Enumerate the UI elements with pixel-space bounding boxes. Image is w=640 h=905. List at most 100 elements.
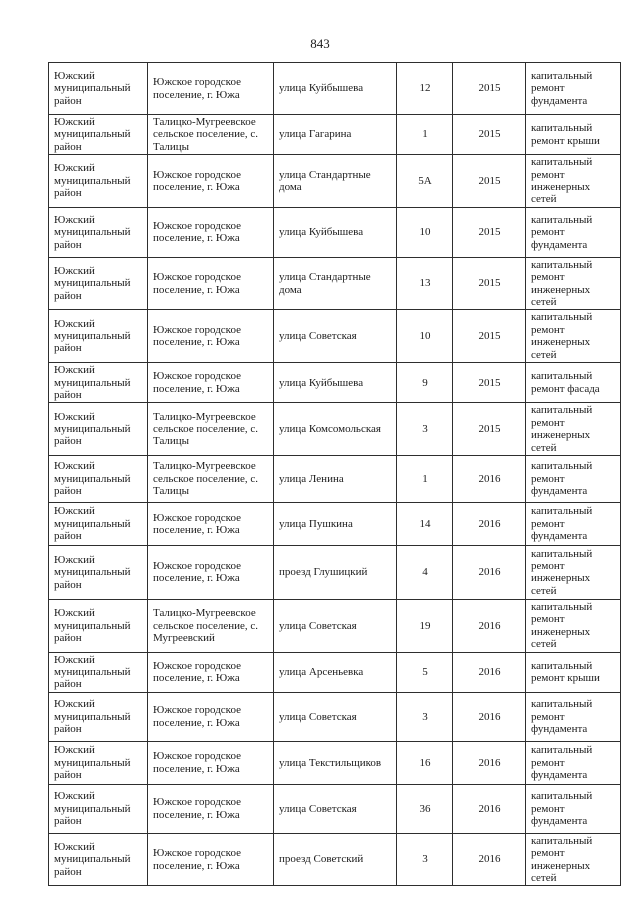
table-row: Южский муниципальный район Южское городск… — [48, 62, 621, 115]
cell-work-type: капитальный ремонт крыши — [525, 113, 621, 156]
cell-street: улица Гагарина — [273, 113, 397, 156]
cell-district: Южский муниципальный район — [48, 740, 148, 785]
table-row: Южский муниципальный район Южское городск… — [48, 362, 621, 404]
cell-house-number: 1 — [396, 113, 453, 156]
cell-street: улица Советская — [273, 783, 397, 834]
cell-district: Южский муниципальный район — [48, 783, 148, 834]
cell-work-type: капитальный ремонт крыши — [525, 651, 621, 693]
cell-district: Южский муниципальный район — [48, 501, 148, 546]
cell-year: 2015 — [452, 309, 526, 364]
cell-year: 2015 — [452, 113, 526, 156]
cell-year: 2015 — [452, 256, 526, 311]
cell-work-type: капитальный ремонт инженерных сетей — [525, 154, 621, 208]
cell-settlement: Южское городское поселение, г. Южа — [147, 544, 274, 600]
cell-house-number: 10 — [396, 206, 453, 258]
cell-district: Южский муниципальный район — [48, 454, 148, 503]
cell-house-number: 3 — [396, 402, 453, 456]
cell-work-type: капитальный ремонт инженерных сетей — [525, 544, 621, 600]
cell-settlement: Южское городское поселение, г. Южа — [147, 740, 274, 785]
cell-house-number: 9 — [396, 362, 453, 404]
cell-street: улица Пушкина — [273, 501, 397, 546]
cell-house-number: 16 — [396, 740, 453, 785]
cell-district: Южский муниципальный район — [48, 598, 148, 653]
cell-house-number: 3 — [396, 832, 453, 887]
cell-year: 2016 — [452, 740, 526, 785]
cell-year: 2016 — [452, 783, 526, 834]
cell-work-type: капитальный ремонт фундамента — [525, 501, 621, 546]
cell-settlement: Южское городское поселение, г. Южа — [147, 154, 274, 208]
cell-settlement: Южское городское поселение, г. Южа — [147, 206, 274, 258]
cell-work-type: капитальный ремонт фасада — [525, 362, 621, 404]
table-row: Южский муниципальный район Южское городск… — [48, 783, 621, 834]
table-row: Южский муниципальный район Южское городск… — [48, 832, 621, 887]
cell-work-type: капитальный ремонт инженерных сетей — [525, 256, 621, 311]
cell-house-number: 5 — [396, 651, 453, 693]
table-row: Южский муниципальный район Южское городск… — [48, 740, 621, 785]
cell-house-number: 36 — [396, 783, 453, 834]
cell-district: Южский муниципальный район — [48, 256, 148, 311]
table-row: Южский муниципальный район Южское городск… — [48, 544, 621, 600]
cell-house-number: 1 — [396, 454, 453, 503]
cell-house-number: 19 — [396, 598, 453, 653]
cell-settlement: Талицко-Мугреевское сельское поселение, … — [147, 113, 274, 156]
cell-street: улица Комсомольская — [273, 402, 397, 456]
cell-work-type: капитальный ремонт фундамента — [525, 691, 621, 742]
cell-district: Южский муниципальный район — [48, 402, 148, 456]
repairs-table: Южский муниципальный район Южское городск… — [48, 62, 621, 887]
cell-work-type: капитальный ремонт фундамента — [525, 740, 621, 785]
cell-work-type: капитальный ремонт инженерных сетей — [525, 832, 621, 887]
cell-settlement: Южское городское поселение, г. Южа — [147, 501, 274, 546]
cell-street: улица Арсеньевка — [273, 651, 397, 693]
cell-settlement: Южское городское поселение, г. Южа — [147, 362, 274, 404]
cell-year: 2015 — [452, 402, 526, 456]
cell-settlement: Талицко-Мугреевское сельское поселение, … — [147, 598, 274, 653]
cell-street: улица Ленина — [273, 454, 397, 503]
cell-street: улица Куйбышева — [273, 362, 397, 404]
cell-work-type: капитальный ремонт инженерных сетей — [525, 402, 621, 456]
cell-settlement: Южское городское поселение, г. Южа — [147, 256, 274, 311]
table-row: Южский муниципальный район Южское городск… — [48, 691, 621, 742]
table-row: Южский муниципальный район Южское городск… — [48, 206, 621, 258]
cell-settlement: Талицко-Мугреевское сельское поселение, … — [147, 402, 274, 456]
cell-work-type: капитальный ремонт фундамента — [525, 206, 621, 258]
cell-work-type: капитальный ремонт инженерных сетей — [525, 309, 621, 364]
cell-house-number: 10 — [396, 309, 453, 364]
cell-house-number: 4 — [396, 544, 453, 600]
table-row: Южский муниципальный район Талицко-Мугрее… — [48, 598, 621, 653]
cell-year: 2016 — [452, 544, 526, 600]
cell-settlement: Южское городское поселение, г. Южа — [147, 832, 274, 887]
cell-settlement: Южское городское поселение, г. Южа — [147, 651, 274, 693]
cell-settlement: Южское городское поселение, г. Южа — [147, 691, 274, 742]
table-row: Южский муниципальный район Южское городск… — [48, 309, 621, 364]
cell-settlement: Южское городское поселение, г. Южа — [147, 309, 274, 364]
cell-year: 2015 — [452, 362, 526, 404]
cell-district: Южский муниципальный район — [48, 62, 148, 115]
table-row: Южский муниципальный район Талицко-Мугрее… — [48, 113, 621, 156]
cell-street: улица Текстильщиков — [273, 740, 397, 785]
table-row: Южский муниципальный район Южское городск… — [48, 154, 621, 208]
table-row: Южский муниципальный район Талицко-Мугрее… — [48, 454, 621, 503]
cell-street: улица Куйбышева — [273, 62, 397, 115]
cell-house-number: 12 — [396, 62, 453, 115]
table-body: Южский муниципальный район Южское городск… — [48, 62, 621, 887]
cell-house-number: 14 — [396, 501, 453, 546]
cell-year: 2016 — [452, 501, 526, 546]
cell-district: Южский муниципальный район — [48, 832, 148, 887]
cell-year: 2016 — [452, 691, 526, 742]
cell-district: Южский муниципальный район — [48, 206, 148, 258]
cell-house-number: 5А — [396, 154, 453, 208]
cell-year: 2016 — [452, 454, 526, 503]
cell-street: улица Стандартные дома — [273, 256, 397, 311]
cell-street: проезд Глушицкий — [273, 544, 397, 600]
cell-settlement: Южское городское поселение, г. Южа — [147, 62, 274, 115]
cell-work-type: капитальный ремонт фундамента — [525, 783, 621, 834]
cell-district: Южский муниципальный район — [48, 362, 148, 404]
table-row: Южский муниципальный район Южское городск… — [48, 256, 621, 311]
cell-work-type: капитальный ремонт фундамента — [525, 454, 621, 503]
cell-settlement: Талицко-Мугреевское сельское поселение, … — [147, 454, 274, 503]
cell-year: 2016 — [452, 598, 526, 653]
cell-street: улица Стандартные дома — [273, 154, 397, 208]
table-row: Южский муниципальный район Южское городск… — [48, 651, 621, 693]
cell-district: Южский муниципальный район — [48, 113, 148, 156]
